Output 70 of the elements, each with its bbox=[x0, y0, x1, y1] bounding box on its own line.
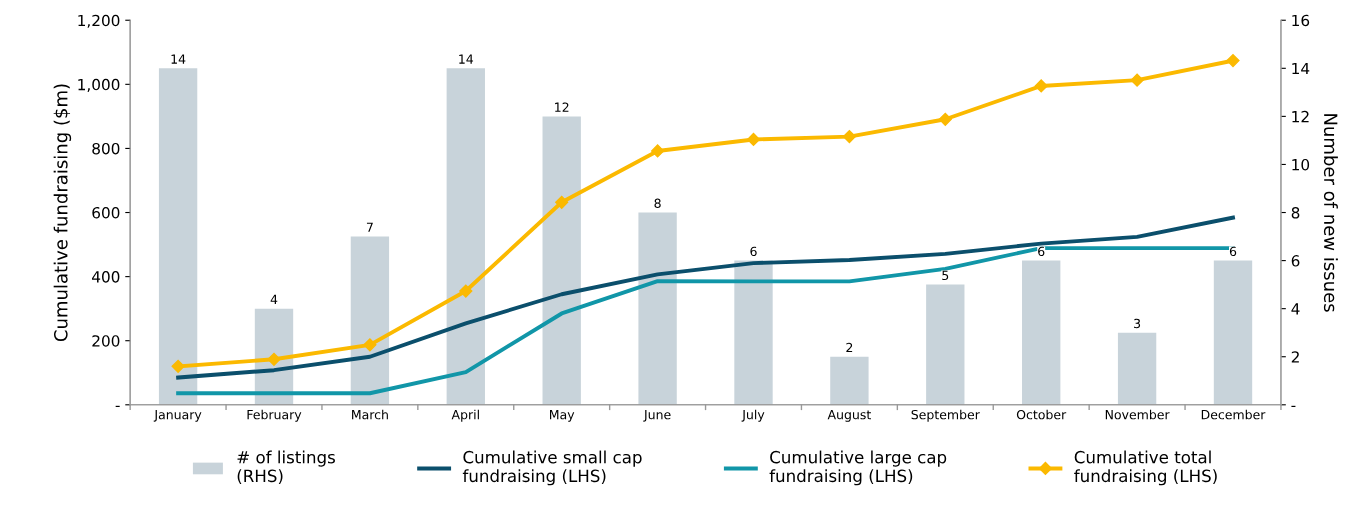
data-label: 6 bbox=[1229, 246, 1237, 257]
x-tick-label: March bbox=[352, 409, 388, 420]
y2-tick-label: - bbox=[1291, 405, 1296, 408]
point bbox=[171, 359, 185, 373]
bar bbox=[1117, 332, 1157, 405]
y2-tick-label: 2 bbox=[1291, 351, 1299, 363]
x-tick-label: September bbox=[911, 409, 980, 422]
bar bbox=[446, 68, 485, 405]
bar bbox=[350, 236, 390, 405]
x-tick-label: July bbox=[741, 409, 765, 422]
data-label: 14 bbox=[459, 54, 474, 64]
data-label: 5 bbox=[942, 270, 949, 281]
x-tick-label: November bbox=[1105, 409, 1170, 420]
x-tick-label: May bbox=[550, 410, 575, 422]
y2-tick-label: 16 bbox=[1292, 14, 1310, 27]
y-tick-label: 200 bbox=[92, 335, 120, 347]
legend-label: Cumulative small cap fundraising (LHS) bbox=[462, 450, 642, 486]
point bbox=[1130, 73, 1144, 87]
y-tick-label: 600 bbox=[92, 206, 120, 219]
y-tick-label: 800 bbox=[92, 142, 120, 155]
data-label: 7 bbox=[366, 222, 373, 232]
point bbox=[1034, 79, 1048, 93]
legend-label: Cumulative large cap fundraising (LHS) bbox=[769, 450, 947, 486]
point bbox=[651, 144, 665, 158]
point bbox=[746, 132, 761, 147]
x-tick-label: October bbox=[1016, 409, 1067, 420]
bar bbox=[830, 356, 869, 405]
bar bbox=[1213, 260, 1253, 405]
x-tick-label: April bbox=[451, 409, 479, 422]
data-label: 6 bbox=[750, 246, 757, 257]
legend-label: # of listings (RHS) bbox=[237, 450, 335, 485]
legend-label: Cumulative total fundraising (LHS) bbox=[1074, 450, 1217, 486]
data-label: 2 bbox=[846, 342, 853, 353]
line-series bbox=[176, 215, 1235, 380]
point bbox=[938, 112, 952, 126]
point bbox=[459, 284, 473, 298]
y2-tick-label: 14 bbox=[1292, 62, 1310, 75]
y2-tick-label: 6 bbox=[1291, 255, 1300, 267]
y2-tick-label: 8 bbox=[1291, 206, 1300, 219]
x-tick-label: February bbox=[247, 409, 302, 422]
data-label: 12 bbox=[555, 102, 569, 112]
data-label: 8 bbox=[654, 198, 661, 209]
data-label: 6 bbox=[1038, 246, 1045, 257]
y2-axis-title: Number of new issues bbox=[1323, 114, 1338, 312]
y-tick-label: - bbox=[115, 405, 120, 408]
y2-tick-label: 12 bbox=[1292, 110, 1309, 123]
y-tick-label: 400 bbox=[92, 271, 120, 283]
bar bbox=[638, 212, 677, 405]
data-label: 3 bbox=[1134, 318, 1141, 329]
y-tick-label: 1,200 bbox=[78, 14, 120, 28]
y2-tick-label: 4 bbox=[1291, 303, 1300, 315]
point bbox=[1226, 54, 1240, 68]
data-label: 4 bbox=[270, 294, 278, 304]
point bbox=[267, 352, 281, 366]
x-tick-label: August bbox=[827, 410, 871, 422]
bar bbox=[734, 260, 773, 405]
point bbox=[842, 129, 856, 144]
x-tick-label: January bbox=[153, 410, 202, 422]
x-tick-label: December bbox=[1201, 409, 1266, 420]
point bbox=[555, 195, 569, 209]
bar bbox=[1022, 260, 1061, 405]
data-label: 14 bbox=[171, 54, 186, 64]
point bbox=[363, 338, 377, 352]
x-tick-label: June bbox=[643, 410, 671, 422]
bar bbox=[158, 68, 198, 405]
bar bbox=[542, 116, 581, 405]
y2-tick-label: 10 bbox=[1292, 158, 1310, 171]
bar bbox=[926, 284, 965, 405]
y-tick-label: 1,000 bbox=[78, 78, 120, 92]
y-axis-title: Cumulative fundraising ($m) bbox=[53, 84, 72, 342]
